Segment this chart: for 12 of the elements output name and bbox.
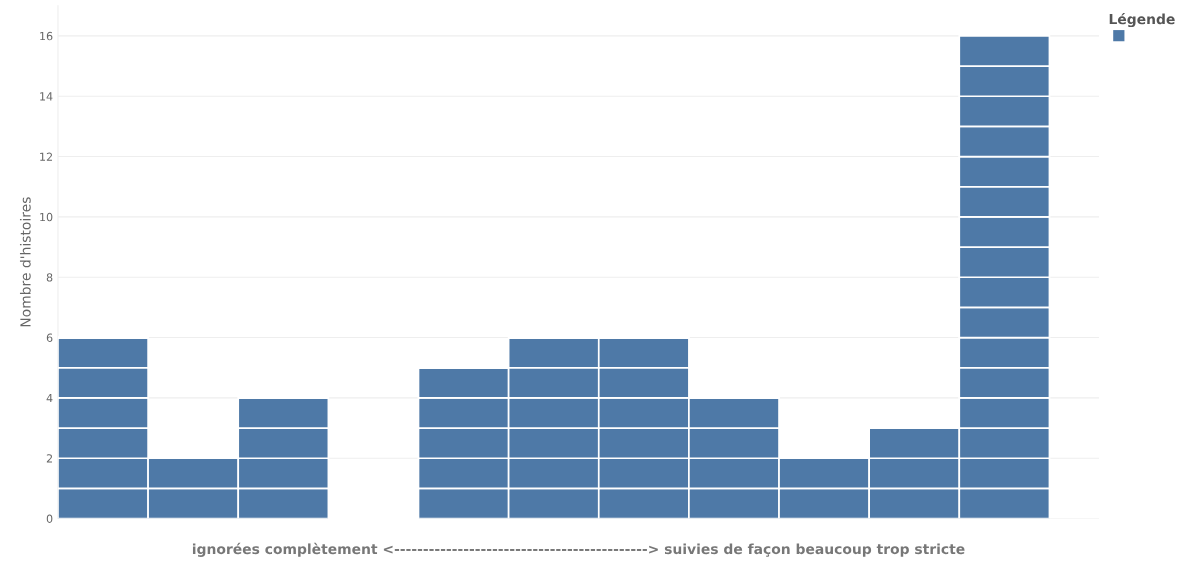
y-tick-label: 10 (40, 212, 53, 222)
y-tick-label: 2 (46, 454, 52, 463)
y-axis-title: Nombre d'histoires (19, 197, 31, 327)
x-axis-title: ignorées complètement <--------------------------------------------> suivies de façon beaucoup trop stricte (192, 542, 965, 557)
y-tick-label: 16 (40, 31, 53, 41)
y-tick-label: 14 (40, 92, 53, 101)
y-tick-label: 8 (46, 273, 53, 282)
text: Légende (1109, 13, 1175, 28)
y-tick-label: 0 (46, 514, 53, 523)
y-tick-label: 6 (46, 333, 53, 342)
y-tick-label: 4 (46, 394, 53, 403)
y-tick-label: 12 (40, 152, 52, 161)
